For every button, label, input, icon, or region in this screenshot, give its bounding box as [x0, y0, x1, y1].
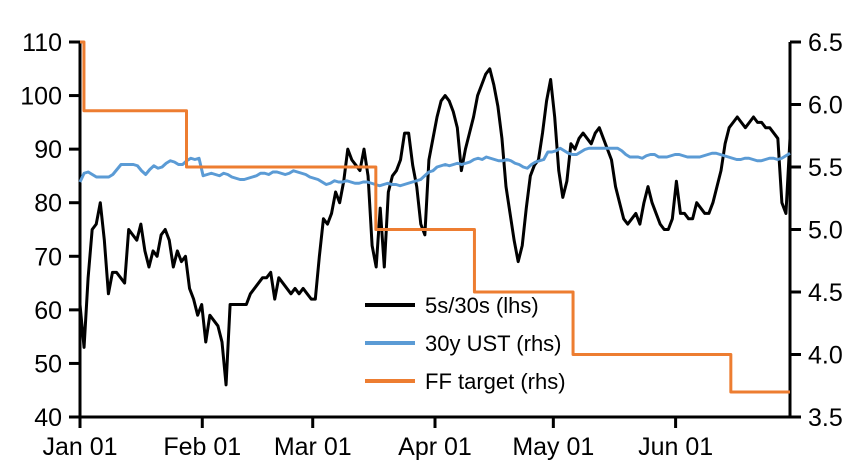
x-axis-tick-label: Feb 01 [163, 433, 241, 461]
left-axis-tick-label: 60 [34, 297, 62, 325]
right-axis-tick-label: 5.5 [808, 154, 843, 182]
left-axis-tick-label: 70 [34, 243, 62, 271]
x-axis-tick-label: May 01 [512, 433, 594, 461]
x-axis-tick-label: Apr 01 [398, 433, 472, 461]
legend-label[interactable]: 5s/30s (lhs) [425, 293, 539, 318]
legend-label[interactable]: FF target (rhs) [425, 369, 566, 394]
series-line-30y-ust-rhs [78, 146, 791, 188]
x-axis-tick-label: Mar 01 [274, 433, 352, 461]
right-axis-tick-label: 6.5 [808, 29, 843, 57]
right-axis-tick-label: 5.0 [808, 217, 843, 245]
x-axis-tick-label: Jun 01 [638, 433, 713, 461]
x-axis-tick-label: Jan 01 [42, 433, 117, 461]
right-axis-tick-label: 4.5 [808, 279, 843, 307]
right-axis-tick-label: 4.0 [808, 342, 843, 370]
left-axis-tick-label: 80 [34, 190, 62, 218]
series-line-5s-30s-lhs [78, 67, 792, 387]
left-axis-tick-label: 40 [34, 404, 62, 432]
left-axis-tick-label: 100 [20, 83, 62, 111]
legend-label[interactable]: 30y UST (rhs) [425, 331, 562, 356]
left-axis-tick-label: 90 [34, 136, 62, 164]
left-axis-tick-label: 50 [34, 350, 62, 378]
left-axis-tick-label: 110 [22, 29, 62, 57]
right-axis-tick-label: 6.0 [808, 92, 843, 120]
series-line-ff-target-rhs [80, 40, 790, 394]
right-axis-tick-label: 3.5 [808, 404, 843, 432]
